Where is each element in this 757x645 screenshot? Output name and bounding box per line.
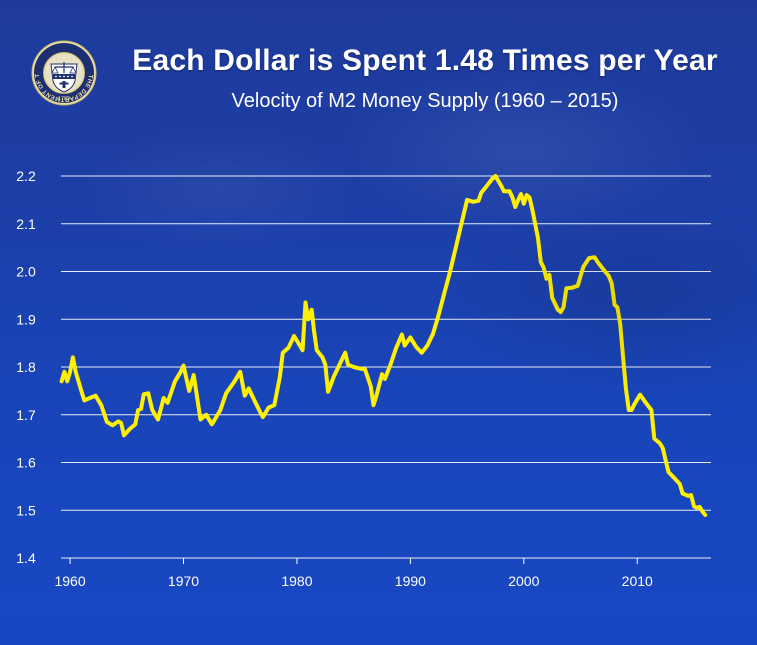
x-tick-label: 1960 [54, 573, 85, 589]
y-tick-label: 2.1 [16, 216, 36, 232]
y-tick-label: 1.6 [16, 455, 36, 471]
y-tick-label: 1.5 [16, 502, 36, 518]
y-tick-label: 2.2 [16, 168, 36, 184]
chart-title: Each Dollar is Spent 1.48 Times per Year [132, 44, 718, 77]
x-tick-label: 2010 [622, 573, 653, 589]
x-tick-label: 1980 [281, 573, 312, 589]
y-tick-label: 1.9 [16, 311, 36, 327]
treasury-seal-icon: THE DEPARTMENT OF THE TREASURY 1789 [31, 40, 97, 106]
y-tick-label: 1.8 [16, 359, 36, 375]
series-line-velocity [59, 174, 708, 517]
x-axis-ticks: 1960 1970 1980 1990 2000 2010 [54, 558, 653, 589]
y-tick-label: 1.7 [16, 407, 36, 423]
gridlines [61, 175, 711, 559]
x-tick-label: 1990 [395, 573, 426, 589]
line-chart: 1.4 1.5 1.6 1.7 1.8 1.9 2.0 2.1 2.2 1960 1970 1980… [16, 168, 711, 589]
y-tick-label: 2.0 [16, 264, 36, 280]
chart-subtitle: Velocity of M2 Money Supply (1960 – 2015… [231, 90, 619, 112]
y-axis-ticks: 1.4 1.5 1.6 1.7 1.8 1.9 2.0 2.1 2.2 [16, 168, 36, 566]
x-tick-label: 1970 [168, 573, 199, 589]
x-tick-label: 2000 [508, 573, 539, 589]
y-tick-label: 1.4 [16, 550, 36, 566]
series-group [59, 174, 708, 517]
seal-year: 1789 [58, 96, 70, 102]
